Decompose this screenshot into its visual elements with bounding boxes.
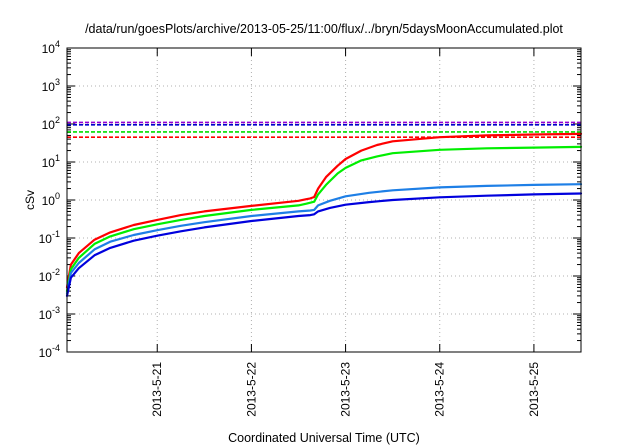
series-line — [65, 132, 583, 289]
x-tick-label: 2013-5-21 — [150, 362, 164, 417]
y-axis-label: cSv — [23, 190, 37, 210]
x-tick-label: 2013-5-22 — [244, 362, 258, 417]
y-tick-label: 100 — [42, 191, 60, 208]
series-line — [65, 192, 583, 297]
y-tick-label: 104 — [42, 39, 60, 56]
y-tick-label: 10-2 — [39, 267, 60, 284]
y-tick-label: 103 — [42, 77, 60, 94]
x-axis-ticks: 2013-5-21 2013-5-22 2013-5-23 2013-5-24 2013… — [150, 48, 541, 417]
x-tick-label: 2013-5-24 — [433, 362, 447, 417]
x-tick-label: 2013-5-25 — [527, 362, 541, 417]
y-tick-label: 10-4 — [39, 343, 60, 360]
series-line — [65, 183, 583, 295]
chart-title: /data/run/goesPlots/archive/2013-05-25/1… — [85, 22, 563, 36]
reference-lines — [67, 121, 581, 138]
y-tick-label: 101 — [42, 153, 60, 170]
y-tick-label: 10-1 — [39, 229, 60, 246]
grid — [67, 48, 581, 352]
series-lines — [65, 132, 583, 297]
x-axis-label: Coordinated Universal Time (UTC) — [228, 431, 420, 445]
series-line — [65, 145, 583, 293]
x-tick-label: 2013-5-23 — [339, 362, 353, 417]
y-tick-label: 102 — [42, 115, 60, 132]
plot-frame — [66, 47, 582, 353]
y-axis-ticks: 10-4 10-3 10-2 10-1 100 101 102 103 104 — [39, 39, 581, 360]
y-tick-label: 10-3 — [39, 305, 60, 322]
